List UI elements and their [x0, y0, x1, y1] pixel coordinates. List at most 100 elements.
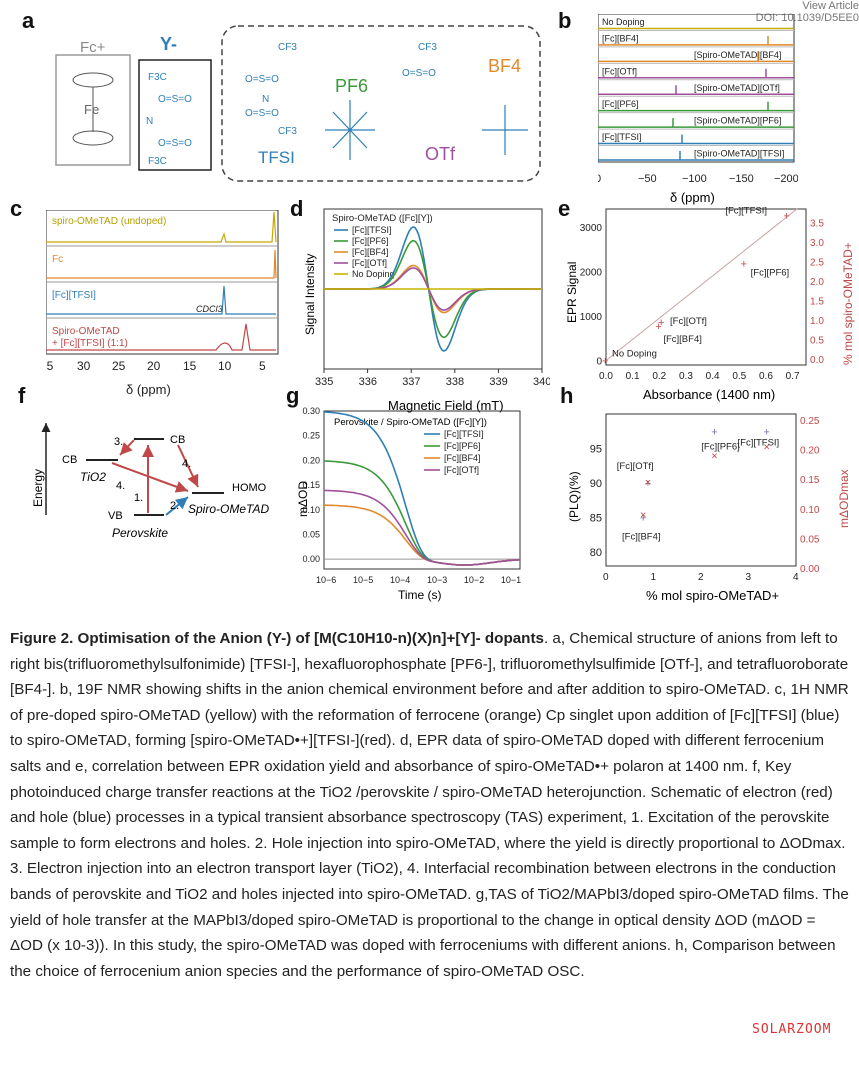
f-energy: Energy — [31, 469, 45, 507]
so2-top: O=S=O — [158, 94, 192, 105]
e-point-label-0: No Doping — [612, 349, 657, 360]
h-y2tick-0: 0.00 — [800, 564, 820, 575]
panel-d-plot: Spiro-OMeTAD ([Fc][Y]) [Fc][TFSI][Fc][PF… — [303, 208, 550, 413]
panel-label-h: h — [560, 383, 574, 408]
h-y2tick-1: 0.05 — [800, 534, 820, 545]
caption-title: Optimisation of the Anion (Y-) of [M(C10… — [77, 630, 544, 647]
e-point-0: + — [602, 356, 608, 368]
panel-a-structures: Fc+ Fe Y- F3C O=S=O N O=S=O F3C O=S=O CF… — [55, 25, 541, 182]
h-plq-point-3: + — [764, 426, 770, 438]
e-xtick-7: 0.7 — [786, 371, 800, 382]
panel-label-d: d — [290, 196, 304, 221]
g-curve-0 — [323, 411, 521, 566]
tfsi-so2b: O=S=O — [245, 108, 279, 119]
watermark: SOLARZOOM — [752, 1022, 832, 1037]
d-xtick-2: 337 — [402, 376, 420, 388]
e-ytick-0: 0 — [596, 357, 602, 368]
d-xlabel: Magnetic Field (mT) — [388, 398, 504, 413]
g-curve-3 — [323, 489, 521, 566]
d-legend-4: No Doping — [352, 269, 395, 279]
h-ylabel: (PLQ)(%) — [567, 471, 581, 522]
e-ylabel: EPR Signal — [565, 262, 579, 323]
c-trace-fc: Fc — [52, 254, 63, 265]
h-ytick-0: 80 — [590, 547, 602, 559]
f-step-4b: 4. — [116, 480, 125, 492]
e-y2tick-4: 2.0 — [810, 277, 824, 288]
e-xtick-5: 0.5 — [732, 371, 746, 382]
panel-g-plot: Perovskite / Spiro-OMeTAD ([Fc][Y]) [Fc]… — [298, 406, 521, 602]
e-point-label-2: [Fc][OTf] — [670, 316, 707, 327]
g-xtick-4: 10−2 — [464, 575, 484, 585]
e-point-label-3: [Fc][PF6] — [751, 267, 790, 278]
otf-label: OTf — [425, 144, 456, 164]
panel-e-plot: 0.0 0.1 0.2 0.3 0.4 0.5 0.6 0.7 0 1000 2000 3000 0.0… — [565, 206, 855, 402]
panel-label-e: e — [558, 196, 571, 221]
b-row-label-1: [Fc][BF4] — [602, 33, 639, 43]
b-xlabel: δ (ppm) — [670, 190, 715, 205]
panel-c-plot: spiro-OMeTAD (undoped) Fc [Fc][TFSI] CDC… — [46, 210, 279, 373]
h-y2tick-5: 0.25 — [800, 416, 820, 427]
b-xticks: 0 −50 −100 −150 −200 — [598, 173, 798, 185]
e-point-2: + — [658, 317, 664, 329]
view-article-link[interactable]: View Article — [802, 0, 859, 12]
f-perovskite: Perovskite — [112, 526, 168, 540]
h-xtick-1: 1 — [651, 572, 657, 583]
e-ytick-3: 3000 — [580, 223, 603, 234]
caption-body: . a, Chemical structure of anions from l… — [10, 630, 849, 980]
panel-h-plot: 0 1 2 3 4808590950.000.050.100.150.200.25+×[… — [567, 413, 851, 603]
e-y2tick-0: 0.0 — [810, 355, 824, 366]
b-xtick-1: −50 — [638, 173, 657, 185]
so2-bottom: O=S=O — [158, 138, 192, 149]
g-ytick-0: 0.00 — [302, 554, 320, 564]
fe-label: Fe — [84, 102, 99, 117]
g-legend-0: [Fc][TFSI] — [444, 429, 484, 439]
e-y2tick-1: 0.5 — [810, 336, 824, 347]
g-ytick-4: 0.20 — [302, 455, 320, 465]
g-legend-1: [Fc][PF6] — [444, 441, 481, 451]
f3c-top: F3C — [148, 72, 167, 83]
panel-label-g: g — [286, 383, 300, 408]
pf6-label: PF6 — [335, 76, 368, 96]
c-trace-spiro: Spiro-OMeTAD — [52, 326, 120, 337]
otf-so2: O=S=O — [402, 68, 436, 79]
e-point-1: + — [655, 321, 661, 333]
b-xtick-4: −200 — [774, 173, 798, 185]
e-point-label-1: [Fc][BF4] — [663, 334, 702, 345]
e-xtick-0: 0.0 — [599, 371, 613, 382]
panel-label-a: a — [22, 8, 35, 33]
h-y2tick-3: 0.15 — [800, 475, 820, 486]
e-point-label-4: [Fc][TFSI] — [725, 206, 767, 217]
b-xtick-3: −150 — [729, 173, 754, 185]
f-step-4a: 4. — [182, 458, 191, 470]
f-tio2: TiO2 — [80, 470, 106, 484]
otf-cf3: CF3 — [418, 42, 437, 53]
d-xtick-3: 338 — [446, 376, 464, 388]
h-xtick-2: 2 — [698, 572, 704, 583]
g-ytick-6: 0.30 — [302, 406, 320, 416]
h-y2label: mΔODmax — [837, 469, 851, 528]
d-xtick-0: 335 — [315, 376, 333, 388]
f-spiro: Spiro-OMeTAD — [188, 502, 269, 516]
d-title: Spiro-OMeTAD ([Fc][Y]) — [332, 213, 433, 224]
h-dod-point-2: × — [711, 451, 717, 463]
g-ytick-5: 0.25 — [302, 431, 320, 441]
e-ytick-1: 1000 — [580, 312, 603, 323]
b-row-label-2: [Spiro-OMeTAD][BF4] — [694, 50, 781, 60]
h-ytick-1: 85 — [590, 513, 602, 525]
y-label: Y- — [160, 34, 177, 54]
b-xtick-2: −100 — [682, 173, 707, 185]
tfsi-n: N — [262, 94, 269, 105]
e-y2tick-5: 2.5 — [810, 258, 824, 269]
h-ytick-3: 95 — [590, 444, 602, 456]
h-plq-point-0: + — [640, 513, 646, 525]
f-cb-tio2: CB — [62, 454, 77, 466]
b-row-label-8: [Spiro-OMeTAD][TFSI] — [694, 149, 784, 159]
d-xtick-1: 336 — [359, 376, 377, 388]
panel-label-f: f — [18, 383, 26, 408]
h-y2tick-4: 0.20 — [800, 446, 820, 457]
g-xtick-2: 10−4 — [390, 575, 410, 585]
tfsi-cf3b: CF3 — [278, 126, 297, 137]
pf6-structure — [325, 100, 375, 160]
h-point-label-3: [Fc][TFSI] — [738, 437, 780, 448]
e-xtick-1: 0.1 — [626, 371, 640, 382]
